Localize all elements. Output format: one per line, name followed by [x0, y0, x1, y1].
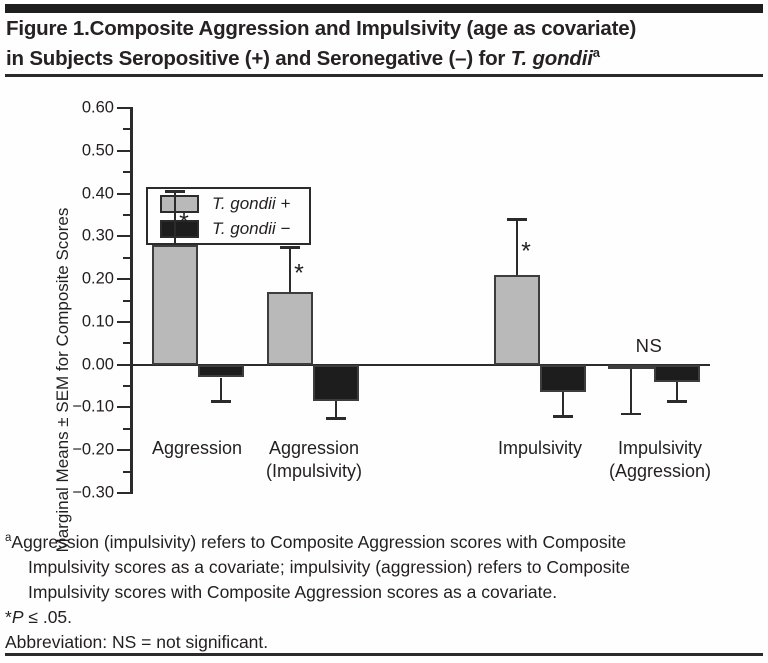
bar-t-gondii-+-impulsivity [494, 274, 540, 365]
error-bar-stem [174, 191, 176, 245]
error-bar-stem [676, 381, 678, 402]
error-bar-stem [562, 392, 564, 416]
y-axis-line [130, 107, 133, 494]
significance-star: * [179, 208, 189, 237]
top-rule [5, 4, 763, 13]
y-major-tick [117, 406, 130, 409]
error-bar-cap [326, 417, 346, 420]
y-minor-tick [123, 299, 130, 302]
bar-chart: Marginal Means ± SEM for Composite Score… [0, 80, 768, 553]
bar-t-gondii--impulsivity [540, 364, 586, 393]
footnote-a-line2: Impulsivity scores as a covariate; impul… [28, 556, 631, 577]
figure-title-line1: Figure 1.Composite Aggression and Impuls… [6, 17, 637, 40]
y-minor-tick [123, 470, 130, 473]
y-major-tick [117, 192, 130, 195]
figure-title: Figure 1.Composite Aggression and Impuls… [6, 17, 764, 71]
error-bar-cap [621, 412, 641, 416]
y-tick-label: 0.50 [81, 141, 114, 160]
y-minor-tick [123, 342, 130, 345]
y-minor-tick [123, 128, 130, 131]
error-bar-stem [289, 247, 291, 292]
bar-t-gondii-+-aggression-impulsivity- [267, 291, 313, 365]
footnote-mark-a: a [592, 45, 600, 60]
error-bar-cap [667, 400, 687, 403]
title-rule [5, 74, 763, 77]
y-major-tick [117, 320, 130, 323]
y-major-tick [117, 363, 130, 366]
y-tick-label: 0.60 [81, 98, 114, 117]
bar-t-gondii-+-impulsivity-aggression- [608, 364, 654, 369]
figure-title-line2: in Subjects Seropositive (+) and Seroneg… [6, 45, 600, 70]
legend-label-tgondii-negative: T. gondii − [212, 219, 291, 238]
footnote-a-mark: a [5, 532, 12, 544]
y-tick-label: −0.20 [72, 440, 114, 459]
category-label: Aggression (Impulsivity) [265, 438, 363, 481]
bar-t-gondii-+-aggression [152, 244, 198, 365]
error-bar-cap [165, 190, 185, 193]
bar-t-gondii--aggression-impulsivity- [313, 364, 359, 402]
y-tick-label: 0.10 [81, 312, 114, 331]
legend-swatch-tgondii-positive [160, 195, 199, 213]
bottom-rule [5, 653, 763, 656]
y-major-tick [117, 149, 130, 152]
legend: T. gondii + T. gondii − [146, 187, 311, 245]
y-major-tick [117, 449, 130, 452]
error-bar-stem [516, 219, 518, 275]
category-label: Impulsivity [497, 438, 583, 458]
y-tick-label: 0.20 [81, 269, 114, 288]
y-major-tick [117, 492, 130, 494]
footnotes: aAggression (impulsivity) refers to Comp… [5, 526, 763, 655]
y-minor-tick [123, 427, 130, 430]
y-tick-label: 0.30 [81, 226, 114, 245]
footnote-a-line3: Impulsivity scores with Composite Aggres… [28, 581, 558, 602]
y-minor-tick [123, 213, 130, 216]
significance-star: * [294, 259, 304, 288]
y-tick-label: 0.00 [81, 355, 114, 374]
error-bar-cap [280, 246, 300, 249]
significance-star: * [521, 237, 531, 266]
legend-swatch-tgondii-negative [160, 220, 199, 238]
y-minor-tick [123, 256, 130, 259]
y-tick-label: −0.30 [72, 483, 114, 502]
error-bar-cap [553, 415, 573, 418]
error-bar-stem [630, 368, 632, 414]
error-bar-stem [335, 401, 337, 419]
zero-line [130, 363, 710, 366]
error-bar-cap [507, 218, 527, 221]
y-tick-label: 0.40 [81, 184, 114, 203]
legend-label-tgondii-positive: T. gondii + [212, 194, 291, 213]
y-major-tick [117, 278, 130, 281]
y-major-tick [117, 235, 130, 238]
bar-t-gondii--impulsivity-aggression- [654, 364, 700, 382]
y-major-tick [117, 107, 130, 109]
error-bar-stem [220, 377, 222, 402]
category-label: Aggression [151, 438, 243, 458]
ns-label: NS [635, 335, 663, 356]
error-bar-cap [211, 400, 231, 403]
bar-t-gondii--aggression [198, 364, 244, 378]
footnote-abbreviation: Abbreviation: NS = not significant. [5, 631, 269, 652]
y-minor-tick [123, 171, 130, 174]
footnote-p-value: *P ≤ .05. [5, 606, 73, 627]
category-label: Impulsivity (Aggression) [608, 438, 712, 481]
y-tick-label: −0.10 [72, 397, 114, 416]
footnote-a-line1: aAggression (impulsivity) refers to Comp… [5, 531, 627, 552]
y-minor-tick [123, 385, 130, 388]
species-name: T. gondii [510, 46, 593, 70]
